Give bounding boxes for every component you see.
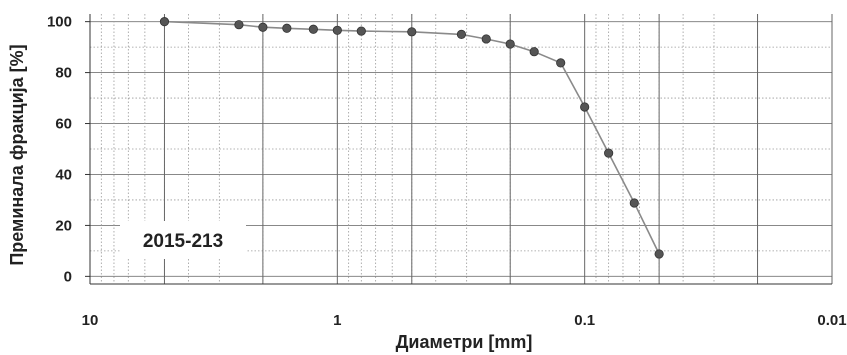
x-axis-title: Диаметри [mm] <box>396 332 533 352</box>
data-point <box>456 29 467 39</box>
data-point <box>332 25 342 35</box>
y-tick-label: 20 <box>55 217 72 234</box>
data-point <box>159 17 170 27</box>
y-axis-title: Преминала фракција [%] <box>7 44 27 265</box>
x-tick-label: 10 <box>82 312 99 329</box>
x-tick-label: 1 <box>333 312 341 329</box>
data-point <box>529 47 539 57</box>
y-tick-label: 0 <box>64 268 72 285</box>
data-point <box>356 26 366 36</box>
data-series <box>159 17 664 259</box>
sample-id-label: 2015-213 <box>143 231 223 252</box>
annotation-box: 2015-213 <box>120 221 246 259</box>
y-tick-label: 40 <box>55 166 72 183</box>
tick-labels: 0 20 40 60 80 100 10 1 0.1 0.01 <box>47 14 847 329</box>
data-point <box>629 198 639 208</box>
data-point <box>505 39 515 49</box>
y-tick-label: 100 <box>47 14 72 31</box>
data-point <box>258 22 268 32</box>
data-point <box>407 27 417 37</box>
axes <box>85 14 832 285</box>
data-point <box>580 102 590 112</box>
data-point <box>308 24 318 34</box>
data-point <box>481 34 491 44</box>
annotation-background <box>120 221 246 259</box>
x-tick-label: 0.1 <box>574 312 595 329</box>
data-point <box>556 58 566 68</box>
x-tick-label: 0.01 <box>817 312 846 329</box>
data-point <box>234 20 244 30</box>
y-tick-label: 60 <box>55 116 72 133</box>
data-point <box>654 249 664 259</box>
y-tick-label: 80 <box>55 65 72 82</box>
data-point <box>282 23 292 33</box>
data-point <box>604 148 614 158</box>
